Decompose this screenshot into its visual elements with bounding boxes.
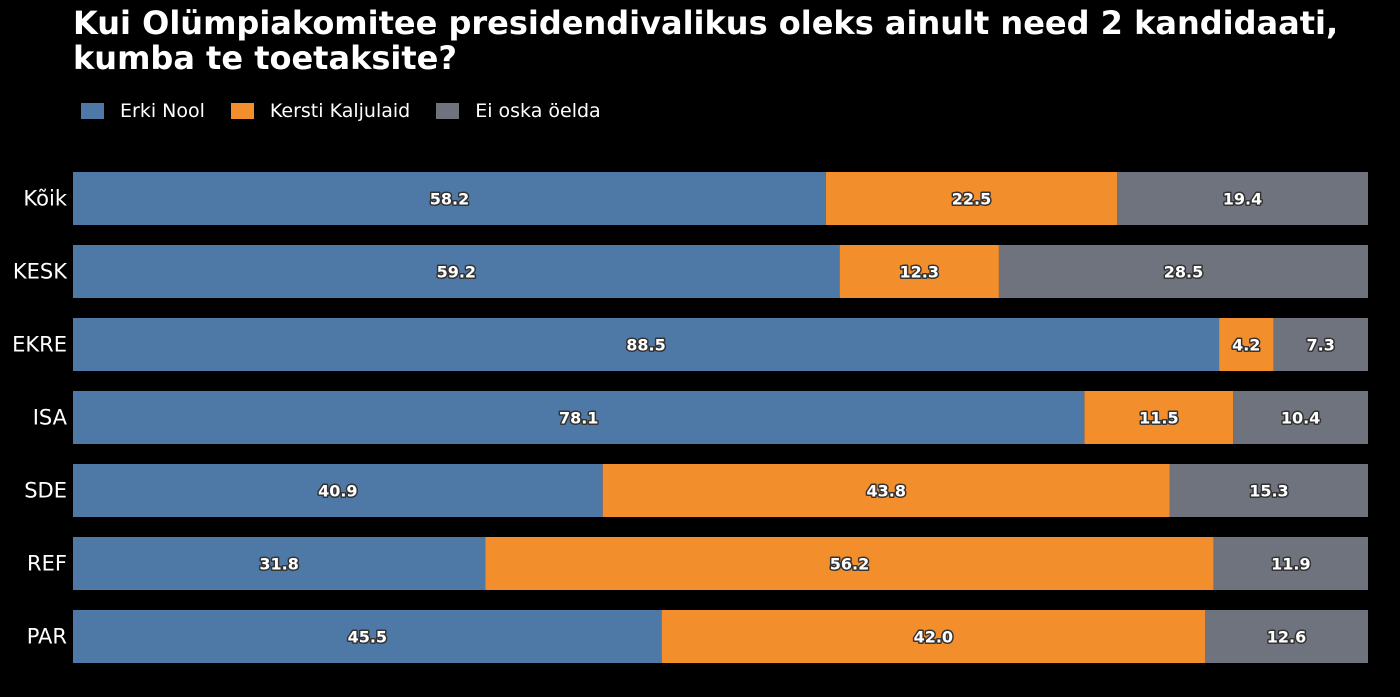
bar-isa-kersti-kaljulaid — [1084, 391, 1234, 444]
bar-label-ekre-kersti-kaljulaid: 4.2 — [1232, 336, 1260, 355]
bar-label-par-kersti-kaljulaid: 42.0 — [914, 628, 953, 647]
bar-label-isa-erki-nool: 78.1 — [559, 409, 598, 428]
category-label-isa: ISA — [33, 406, 68, 430]
category-label-kesk: KESK — [13, 260, 68, 284]
bar-label-par-erki-nool: 45.5 — [348, 628, 387, 647]
bar-ekre-erki-nool — [73, 318, 1220, 371]
bar-label-ref-ei-oska-oelda: 11.9 — [1271, 555, 1310, 574]
bar-label-ref-kersti-kaljulaid: 56.2 — [830, 555, 869, 574]
bar-kesk-kersti-kaljulaid — [839, 245, 999, 298]
legend-label-erki-nool: Erki Nool — [120, 100, 205, 122]
bar-label-ekre-erki-nool: 88.5 — [626, 336, 665, 355]
legend-label-kersti-kaljulaid: Kersti Kaljulaid — [269, 100, 411, 122]
bar-label-par-ei-oska-oelda: 12.6 — [1267, 628, 1306, 647]
bar-label-k-ik-ei-oska-oelda: 19.4 — [1223, 190, 1262, 209]
bar-label-isa-ei-oska-oelda: 10.4 — [1281, 409, 1320, 428]
legend: Erki Nool Kersti Kaljulaid Ei oska öelda — [81, 99, 627, 123]
bar-ref-erki-nool — [73, 537, 486, 590]
bar-par-erki-nool — [73, 610, 662, 663]
bar-k-ik-erki-nool — [73, 172, 826, 225]
bar-label-ref-erki-nool: 31.8 — [259, 555, 298, 574]
category-label-ekre: EKRE — [12, 333, 67, 357]
bar-label-k-ik-erki-nool: 58.2 — [430, 190, 469, 209]
bar-ekre-ei-oska-oelda — [1273, 318, 1368, 371]
bar-sde-ei-oska-oelda — [1169, 464, 1368, 517]
legend-swatch-ei-oska-oelda — [436, 103, 460, 119]
category-label-k-ik: Kõik — [23, 187, 67, 211]
category-label-ref: REF — [27, 552, 67, 576]
bar-sde-kersti-kaljulaid — [602, 464, 1170, 517]
bar-ref-kersti-kaljulaid — [485, 537, 1214, 590]
bar-k-ik-ei-oska-oelda — [1117, 172, 1368, 225]
bar-isa-ei-oska-oelda — [1233, 391, 1368, 444]
bar-k-ik-kersti-kaljulaid — [825, 172, 1118, 225]
bar-label-isa-kersti-kaljulaid: 11.5 — [1139, 409, 1178, 428]
bar-ekre-kersti-kaljulaid — [1219, 318, 1274, 371]
category-label-par: PAR — [27, 625, 67, 649]
bar-label-kesk-kersti-kaljulaid: 12.3 — [900, 263, 939, 282]
bar-par-kersti-kaljulaid — [661, 610, 1205, 663]
legend-item-erki-nool: Erki Nool — [81, 100, 205, 122]
legend-swatch-erki-nool — [81, 103, 104, 119]
bar-label-k-ik-kersti-kaljulaid: 22.5 — [952, 190, 991, 209]
bar-ref-ei-oska-oelda — [1213, 537, 1368, 590]
bar-label-sde-kersti-kaljulaid: 43.8 — [867, 482, 906, 501]
bar-label-kesk-ei-oska-oelda: 28.5 — [1164, 263, 1203, 282]
bar-label-ekre-ei-oska-oelda: 7.3 — [1307, 336, 1335, 355]
legend-label-ei-oska-oelda: Ei oska öelda — [475, 100, 601, 122]
legend-item-ei-oska-oelda: Ei oska öelda — [436, 100, 601, 122]
bar-label-sde-ei-oska-oelda: 15.3 — [1249, 482, 1288, 501]
legend-swatch-kersti-kaljulaid — [230, 103, 254, 119]
bar-kesk-ei-oska-oelda — [998, 245, 1368, 298]
category-label-sde: SDE — [24, 479, 67, 503]
bar-par-ei-oska-oelda — [1204, 610, 1368, 663]
bar-sde-erki-nool — [73, 464, 603, 517]
bar-kesk-erki-nool — [73, 245, 840, 298]
legend-item-kersti-kaljulaid: Kersti Kaljulaid — [230, 100, 411, 122]
chart-title: Kui Olümpiakomitee presidendivalikus ole… — [73, 4, 1339, 77]
bar-label-sde-erki-nool: 40.9 — [318, 482, 357, 501]
bar-isa-erki-nool — [73, 391, 1085, 444]
bar-label-kesk-erki-nool: 59.2 — [437, 263, 476, 282]
